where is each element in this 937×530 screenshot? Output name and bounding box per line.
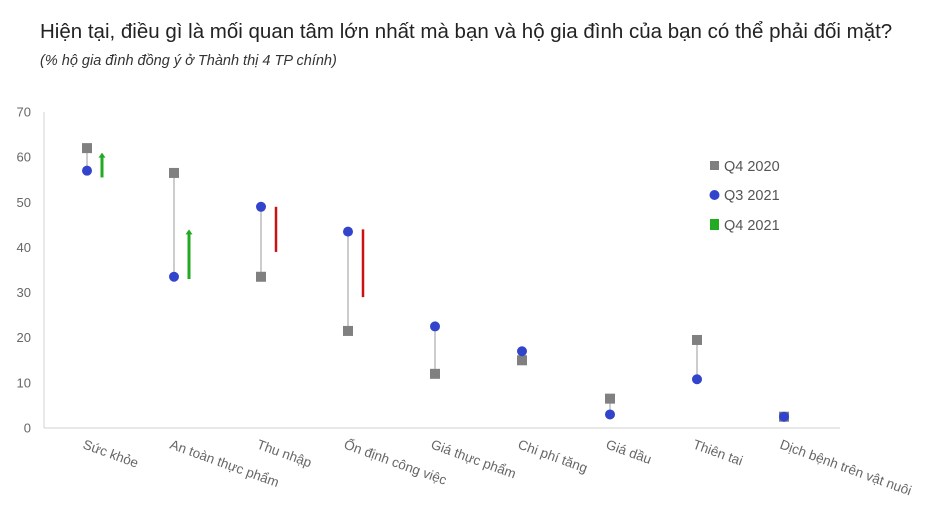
y-tick-label: 30	[17, 285, 31, 300]
point-q3-2021	[692, 374, 702, 385]
point-q3-2021	[169, 271, 179, 282]
y-tick-label: 10	[17, 375, 31, 390]
legend-marker-q3-2021	[709, 190, 720, 200]
point-q4-2020	[692, 334, 702, 345]
connectors-group	[86, 148, 698, 415]
point-q4-2020	[82, 143, 92, 154]
increase-arrowhead	[98, 152, 106, 158]
chart-title-main: Hiện tại, điều gì là mối quan tâm lớn nh…	[40, 20, 893, 43]
point-q4-2020	[517, 355, 527, 366]
markers-group	[82, 143, 789, 422]
x-category-label: Dịch bệnh trên vật nuôi	[778, 437, 914, 499]
change-bars-group	[98, 152, 365, 298]
legend-label-q4-2020: Q4 2020	[724, 159, 780, 175]
legend-label-q3-2021: Q3 2021	[724, 188, 780, 204]
y-tick-label: 20	[17, 330, 31, 345]
point-q4-2020	[256, 271, 266, 282]
point-q3-2021	[779, 411, 789, 422]
point-q3-2021	[605, 409, 615, 420]
point-q3-2021	[430, 321, 440, 332]
point-q4-2020	[169, 167, 179, 178]
point-q3-2021	[343, 226, 353, 237]
chart-title: Hiện tại, điều gì là mối quan tâm lớn nh…	[40, 18, 900, 75]
x-category-label: Giá dầu	[604, 437, 654, 467]
chart-subtitle: (% hộ gia đình đồng ý ở Thành thị 4 TP c…	[40, 53, 337, 69]
increase-arrowhead	[185, 229, 193, 235]
point-q3-2021	[82, 165, 92, 176]
legend-marker-q4-2021	[710, 219, 719, 230]
y-tick-label: 0	[24, 421, 31, 436]
y-tick-label: 70	[17, 105, 31, 120]
y-tick-label: 60	[17, 150, 31, 165]
legend: Q4 2020 Q3 2021 Q4 2021	[709, 159, 780, 234]
x-category-label: Thiên tai	[691, 437, 745, 469]
axes-group: 0 10 20 30 40 50 60 70	[17, 105, 840, 436]
point-q4-2020	[430, 368, 440, 379]
y-tick-label: 50	[17, 195, 31, 210]
x-category-label: Sức khỏe	[81, 437, 140, 471]
y-tick-label: 40	[17, 240, 31, 255]
point-q3-2021	[256, 201, 266, 212]
x-category-label: Thu nhập	[255, 437, 314, 471]
x-category-label: Chi phí tăng	[516, 437, 590, 476]
point-q3-2021	[517, 346, 527, 357]
legend-marker-q4-2020	[710, 161, 719, 170]
point-q4-2020	[343, 325, 353, 336]
legend-label-q4-2021: Q4 2021	[724, 218, 780, 234]
point-q4-2020	[605, 393, 615, 404]
